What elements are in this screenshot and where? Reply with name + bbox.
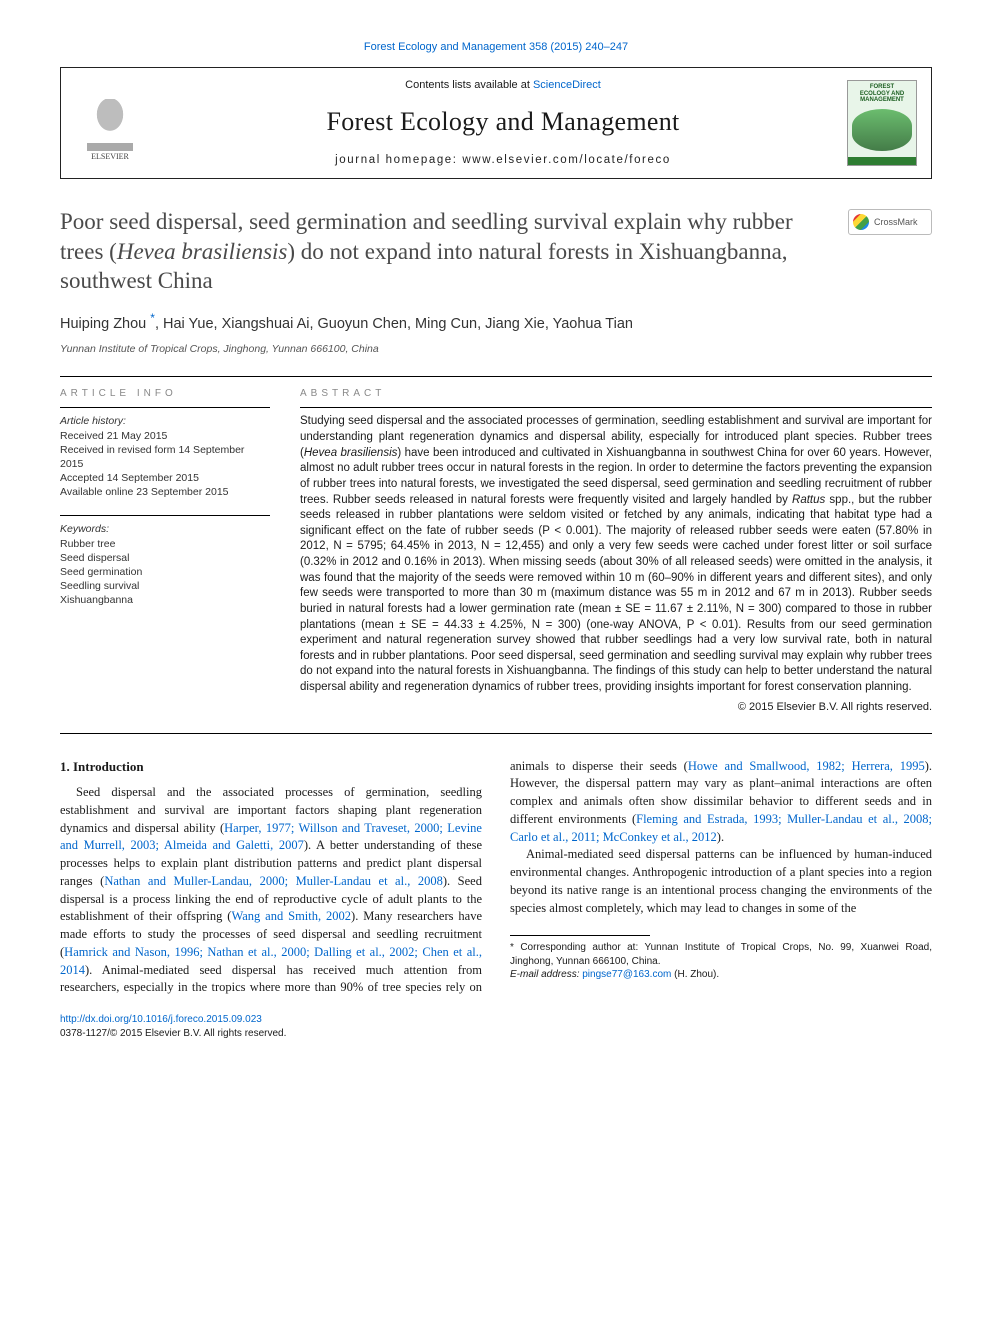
history-revised: Received in revised form 14 September 20… (60, 443, 270, 471)
doi-link[interactable]: http://dx.doi.org/10.1016/j.foreco.2015.… (60, 1014, 262, 1025)
contents-line: Contents lists available at ScienceDirec… (159, 78, 847, 93)
email-label: E-mail address: (510, 969, 579, 980)
homepage-line: journal homepage: www.elsevier.com/locat… (159, 152, 847, 168)
homepage-url[interactable]: www.elsevier.com/locate/foreco (462, 154, 670, 166)
history-label: Article history: (60, 414, 270, 428)
footnote-rule (510, 935, 650, 936)
globe-icon (852, 109, 912, 151)
issn-line: 0378-1127/© 2015 Elsevier B.V. All right… (60, 1028, 286, 1039)
sciencedirect-link[interactable]: ScienceDirect (533, 79, 601, 91)
email-footnote: E-mail address: pingse77@163.com (H. Zho… (510, 968, 932, 982)
author-rest: , Hai Yue, Xiangshuai Ai, Guoyun Chen, M… (155, 315, 633, 331)
keywords-label: Keywords: (60, 522, 270, 536)
keyword: Xishuangbanna (60, 593, 270, 607)
homepage-prefix: journal homepage: (335, 154, 462, 166)
article-title: Poor seed dispersal, seed germination an… (60, 207, 820, 295)
article-info-col: article info Article history: Received 2… (60, 387, 270, 714)
keyword: Rubber tree (60, 537, 270, 551)
email-link[interactable]: pingse77@163.com (582, 969, 671, 980)
crossmark-label: CrossMark (874, 216, 918, 229)
meta-abstract-row: article info Article history: Received 2… (60, 387, 932, 714)
rule-full (60, 733, 932, 734)
keyword: Seed dispersal (60, 551, 270, 565)
intro-para-2: Animal-mediated seed dispersal patterns … (510, 846, 932, 917)
corr-text: Corresponding author at: Yunnan Institut… (510, 942, 932, 967)
abstract-heading: abstract (300, 387, 932, 401)
rule-top (60, 376, 932, 377)
author-first: Huiping Zhou (60, 315, 146, 331)
journal-name: Forest Ecology and Management (159, 104, 847, 140)
body-text: ). (717, 830, 724, 844)
top-citation: Forest Ecology and Management 358 (2015)… (60, 40, 932, 55)
abstract-body: Studying seed dispersal and the associat… (300, 407, 932, 714)
title-latin: Hevea brasiliensis (117, 239, 288, 264)
keyword: Seedling survival (60, 579, 270, 593)
elsevier-logo-text: ELSEVIER (91, 151, 129, 162)
history-accepted: Accepted 14 September 2015 (60, 471, 270, 485)
article-info-heading: article info (60, 387, 270, 401)
history-received: Received 21 May 2015 (60, 429, 270, 443)
abstract-latin: Hevea brasiliensis (304, 447, 398, 459)
cover-band (848, 157, 916, 165)
history-online: Available online 23 September 2015 (60, 485, 270, 499)
citation-link[interactable]: Howe and Smallwood, 1982; Herrera, 1995 (688, 759, 925, 773)
corresponding-footnote: * Corresponding author at: Yunnan Instit… (510, 941, 932, 968)
contents-prefix: Contents lists available at (405, 79, 533, 91)
cover-line: MANAGEMENT (860, 97, 904, 103)
top-citation-link[interactable]: Forest Ecology and Management 358 (2015)… (364, 41, 628, 53)
keywords-block: Keywords: Rubber tree Seed dispersal See… (60, 515, 270, 607)
abstract-text: spp., but the rubber seeds released in r… (300, 494, 932, 694)
email-who: (H. Zhou). (674, 969, 719, 980)
affiliation: Yunnan Institute of Tropical Crops, Jing… (60, 342, 932, 357)
keyword: Seed germination (60, 565, 270, 579)
doi-block: http://dx.doi.org/10.1016/j.foreco.2015.… (60, 1013, 932, 1041)
body-columns: 1. Introduction Seed dispersal and the a… (60, 758, 932, 997)
abstract-col: abstract Studying seed dispersal and the… (300, 387, 932, 714)
section-heading-intro: 1. Introduction (60, 758, 482, 776)
elsevier-tree-icon (87, 99, 133, 151)
journal-header: ELSEVIER Contents lists available at Sci… (60, 67, 932, 179)
header-center: Contents lists available at ScienceDirec… (159, 78, 847, 168)
abstract-latin: Rattus (792, 494, 825, 506)
citation-link[interactable]: Nathan and Muller-Landau, 2000; Muller-L… (104, 874, 443, 888)
elsevier-logo: ELSEVIER (75, 84, 145, 162)
corr-symbol: * (510, 942, 514, 953)
authors: Huiping Zhou *, Hai Yue, Xiangshuai Ai, … (60, 310, 932, 334)
article-history: Article history: Received 21 May 2015 Re… (60, 407, 270, 499)
abstract-copyright: © 2015 Elsevier B.V. All rights reserved… (300, 700, 932, 715)
crossmark-badge[interactable]: CrossMark (848, 209, 932, 235)
citation-link[interactable]: Wang and Smith, 2002 (231, 909, 351, 923)
journal-cover-thumb: FOREST ECOLOGY AND MANAGEMENT (847, 80, 917, 166)
crossmark-icon (853, 214, 869, 230)
